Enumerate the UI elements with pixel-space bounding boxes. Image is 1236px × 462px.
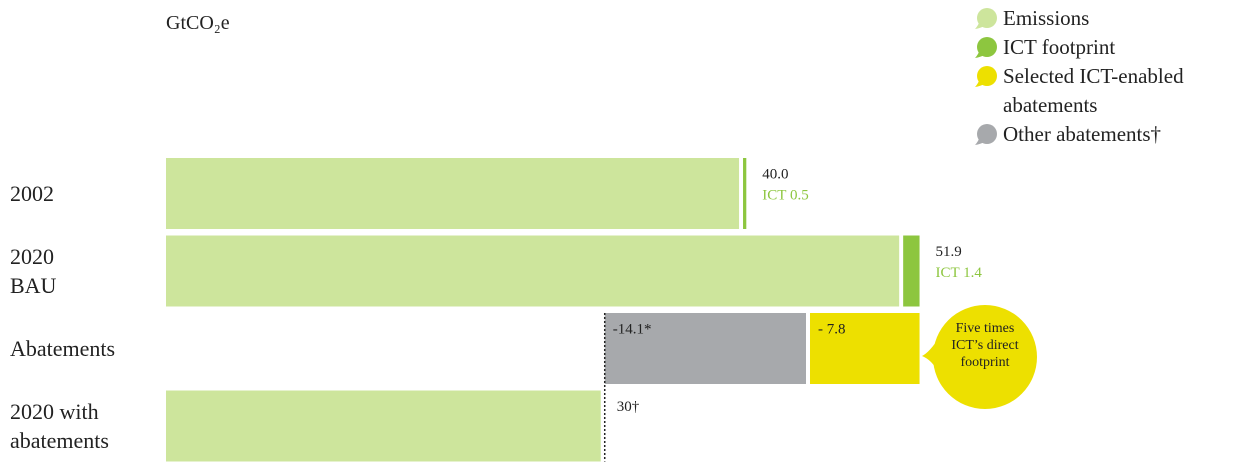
legend-swatch-tail (975, 52, 984, 58)
legend-swatch (977, 8, 997, 28)
legend-label: Other abatements† (1003, 122, 1162, 146)
annotation-tail (922, 336, 940, 372)
legend-marker (975, 124, 997, 145)
legend-swatch-tail (975, 23, 984, 29)
legend-swatch-tail (975, 81, 984, 87)
legend-swatch (977, 66, 997, 86)
legend-label: Emissions (1003, 6, 1090, 30)
total-label: 40.0 (762, 166, 788, 182)
value-label: ICT 0.5 (762, 187, 808, 203)
bar-segment (166, 235, 900, 307)
legend-swatch (977, 124, 997, 144)
legend-marker (975, 66, 997, 87)
annotation: Five times ICT’s direct footprint (951, 321, 1019, 370)
total-label: 30† (617, 399, 640, 415)
legend-marker (975, 37, 997, 58)
legend-item: Other abatements† (975, 120, 1230, 149)
value-label: ICT 1.4 (936, 265, 983, 281)
category-label: 2002 (10, 181, 54, 206)
legend-marker (975, 8, 997, 29)
unit-label: GtCO₂e (166, 12, 230, 34)
legend-label: ICT footprint (1003, 35, 1116, 59)
value-label: - 7.8 (818, 321, 846, 337)
legend-item: ICT footprint (975, 33, 1230, 62)
total-label: 51.9 (936, 244, 962, 260)
category-label: Abatements (10, 336, 116, 361)
bar-segment (166, 158, 740, 229)
bar-segment (809, 313, 920, 384)
legend-swatch-tail (975, 139, 984, 145)
category-label: 2020 BAU (10, 244, 57, 298)
annotation-bubble (933, 305, 1037, 409)
bar-segment (166, 390, 601, 462)
value-label: -14.1* (613, 321, 652, 337)
legend: Emissions ICT footprint Selected ICT-enabl… (975, 4, 1230, 149)
bar-segment (604, 313, 806, 384)
legend-item: Selected ICT-enabled abatements (975, 62, 1230, 120)
category-label: 2020 with abatements (10, 399, 109, 453)
legend-item: Emissions (975, 4, 1230, 33)
bar-segment (743, 158, 747, 229)
legend-label: Selected ICT-enabled abatements (1003, 64, 1184, 117)
bar-segment (903, 235, 920, 307)
legend-swatch (977, 37, 997, 57)
